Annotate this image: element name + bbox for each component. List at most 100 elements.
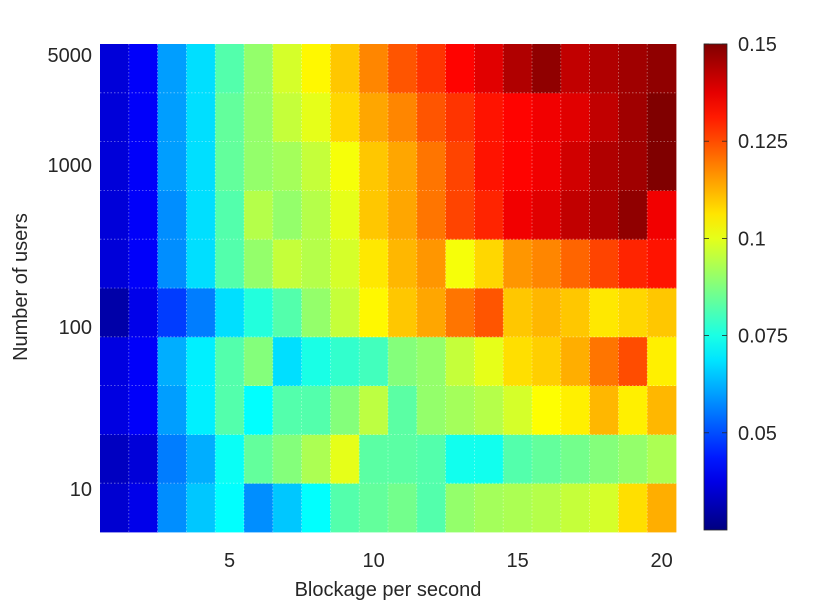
heatmap-cell: [618, 239, 648, 289]
heatmap-cell: [618, 483, 648, 533]
heatmap-cell: [186, 483, 216, 533]
heatmap-cell: [388, 483, 418, 533]
heatmap-cell: [503, 190, 533, 240]
heatmap-cell: [560, 483, 590, 533]
heatmap-cell: [618, 434, 648, 484]
heatmap-cell: [157, 288, 187, 338]
heatmap-cell: [272, 385, 302, 435]
heatmap-cell: [330, 141, 360, 191]
heatmap-cell: [560, 239, 590, 289]
heatmap-cell: [100, 239, 130, 289]
heatmap-cell: [589, 239, 619, 289]
heatmap-cell: [589, 92, 619, 142]
heatmap-cell: [301, 336, 331, 386]
x-tick-label: 10: [362, 550, 384, 572]
heatmap-cell: [560, 190, 590, 240]
heatmap-cell: [215, 336, 245, 386]
heatmap-cell: [100, 288, 130, 338]
heatmap-cell: [359, 288, 389, 338]
heatmap-cell: [416, 336, 446, 386]
heatmap-cell: [503, 336, 533, 386]
heatmap-cell: [215, 92, 245, 142]
colorbar-tick-label: 0.05: [738, 423, 777, 445]
heatmap-cell: [128, 385, 158, 435]
heatmap-cell: [244, 141, 274, 191]
heatmap-cell: [215, 141, 245, 191]
heatmap-cell: [157, 190, 187, 240]
colorbar-tick-label: 0.1: [738, 228, 766, 250]
heatmap-cell: [157, 44, 187, 94]
heatmap-cell: [560, 385, 590, 435]
heatmap-cell: [532, 483, 562, 533]
heatmap-cell: [532, 434, 562, 484]
heatmap-cell: [647, 288, 677, 338]
heatmap-cell: [128, 434, 158, 484]
heatmap-cell: [330, 385, 360, 435]
heatmap-cell: [359, 434, 389, 484]
heatmap-cell: [589, 483, 619, 533]
heatmap-cell: [215, 288, 245, 338]
heatmap-cell: [215, 239, 245, 289]
heatmap-cell: [388, 190, 418, 240]
heatmap-cell: [474, 336, 504, 386]
heatmap-cell: [359, 483, 389, 533]
heatmap-cell: [128, 336, 158, 386]
heatmap-cell: [474, 44, 504, 94]
heatmap-cell: [100, 434, 130, 484]
heatmap-cell: [416, 434, 446, 484]
heatmap-cell: [445, 385, 475, 435]
heatmap-cell: [618, 141, 648, 191]
heatmap-cell: [647, 483, 677, 533]
heatmap-cell: [503, 288, 533, 338]
heatmap-cell: [445, 92, 475, 142]
heatmap-cell: [215, 44, 245, 94]
heatmap-cell: [157, 92, 187, 142]
heatmap-cell: [388, 239, 418, 289]
heatmap-cell: [532, 336, 562, 386]
colorbar-gradient: [703, 43, 728, 531]
heatmap-cell: [157, 385, 187, 435]
heatmap-cell: [272, 434, 302, 484]
heatmap-cell: [301, 141, 331, 191]
heatmap-cell: [589, 434, 619, 484]
heatmap-cell: [100, 92, 130, 142]
heatmap-cell: [359, 336, 389, 386]
heatmap-cell: [272, 141, 302, 191]
heatmap-cell: [272, 190, 302, 240]
heatmap-cell: [215, 385, 245, 435]
heatmap-cell: [301, 190, 331, 240]
heatmap-cell: [474, 483, 504, 533]
heatmap-cell: [647, 336, 677, 386]
heatmap-cell: [503, 92, 533, 142]
heatmap-cell: [128, 483, 158, 533]
heatmap-cell: [330, 92, 360, 142]
heatmap-cell: [128, 141, 158, 191]
heatmap-cell: [272, 239, 302, 289]
heatmap-cell: [157, 483, 187, 533]
axes: 5 10 15 20 10 100 1000 5000: [48, 45, 673, 572]
heatmap-cell: [416, 483, 446, 533]
heatmap-cell: [100, 190, 130, 240]
heatmap-cell: [618, 336, 648, 386]
heatmap-cell: [359, 385, 389, 435]
heatmap-cell: [215, 483, 245, 533]
heatmap-cell: [128, 190, 158, 240]
colorbar-tick-label: 0.125: [738, 131, 788, 153]
heatmap-cell: [330, 288, 360, 338]
heatmap-cell: [301, 385, 331, 435]
heatmap-cell: [647, 141, 677, 191]
heatmap-cell: [244, 239, 274, 289]
heatmap-cell: [618, 44, 648, 94]
heatmap-cell: [157, 239, 187, 289]
heatmap-cell: [186, 434, 216, 484]
heatmap-cell: [244, 92, 274, 142]
heatmap-cell: [503, 483, 533, 533]
heatmap-cell: [100, 44, 130, 94]
y-tick-label: 1000: [48, 155, 93, 177]
heatmap-cell: [618, 190, 648, 240]
y-axis-label: Number of users: [10, 213, 32, 361]
heatmap-cell: [647, 385, 677, 435]
heatmap-cell: [416, 44, 446, 94]
